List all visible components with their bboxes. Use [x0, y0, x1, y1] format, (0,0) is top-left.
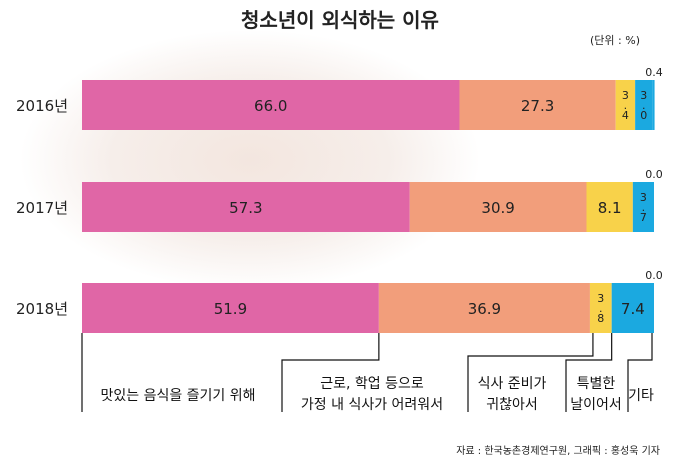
connector-line: [281, 333, 380, 412]
data-label: 0.0: [645, 269, 663, 282]
reason-label: 맛있는 음식을 즐기기 위해: [100, 388, 255, 404]
bar-segment: [82, 182, 410, 232]
reason-label: 근로, 학업 등으로: [320, 376, 424, 392]
connector-line: [565, 333, 613, 412]
bar-segment: [589, 283, 612, 333]
bar-segment: [586, 182, 633, 232]
bar-segment: [632, 182, 654, 232]
unit-label: (단위 : %): [590, 34, 640, 47]
bar-segment: [635, 80, 653, 130]
data-label: 66.0: [254, 97, 287, 115]
bar-segment: [409, 182, 587, 232]
reason-label: 날이어서: [570, 397, 622, 413]
source-credit: 자료 : 한국농촌경제연구원, 그래픽 : 홍성욱 기자: [456, 444, 660, 457]
data-label: 27.3: [521, 97, 554, 115]
reason-label: 가정 내 식사가 어려워서: [301, 397, 443, 413]
bar-segment: [615, 80, 636, 130]
data-label: 3.8: [597, 292, 604, 325]
reason-label: 기타: [628, 388, 654, 404]
background-food-photo: [20, 30, 480, 290]
year-label: 2016년: [16, 97, 68, 115]
data-label: 57.3: [229, 199, 262, 217]
data-label: 8.1: [598, 199, 622, 217]
year-label: 2018년: [16, 300, 68, 318]
data-label: 3.0: [640, 89, 647, 122]
connector-line: [627, 333, 653, 412]
data-label: 0.0: [645, 168, 663, 181]
bar-segment: [611, 283, 654, 333]
bar-segment: [378, 283, 590, 333]
reason-label: 식사 준비가: [478, 376, 547, 392]
data-label: 7.4: [621, 300, 645, 318]
bar-segment: [82, 80, 460, 130]
data-label: 51.9: [214, 300, 247, 318]
data-label: 3.7: [640, 191, 647, 224]
data-label: 3.4: [622, 89, 629, 122]
bar-segment: [652, 80, 655, 130]
data-label: 36.9: [468, 300, 501, 318]
bar-segment: [459, 80, 616, 130]
data-label: 0.4: [645, 66, 663, 79]
reason-label: 귀찮아서: [486, 397, 538, 413]
bar-segment: [82, 283, 379, 333]
connector-line: [467, 333, 594, 412]
year-label: 2017년: [16, 199, 68, 217]
reason-label: 특별한: [577, 376, 616, 392]
chart-title: 청소년이 외식하는 이유: [241, 8, 439, 32]
data-label: 30.9: [481, 199, 514, 217]
